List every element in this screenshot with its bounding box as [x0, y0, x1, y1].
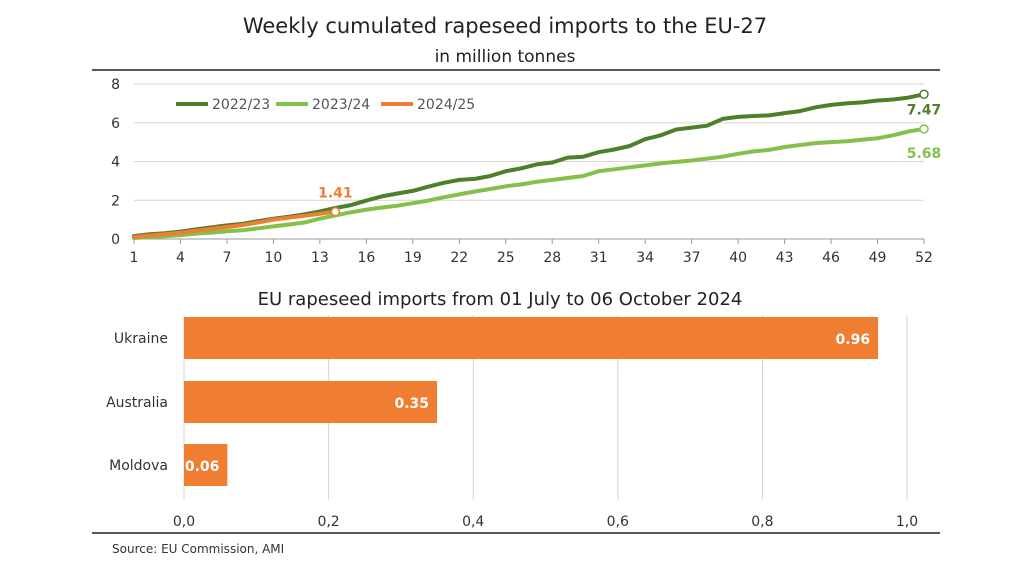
x-tick-label: 37 — [683, 250, 701, 266]
x-tick-label: 0,6 — [607, 514, 629, 530]
source-note: Source: EU Commission, AMI — [112, 542, 284, 556]
x-tick-label: 16 — [357, 250, 375, 266]
x-tick-label: 13 — [311, 250, 329, 266]
series-end-marker — [919, 124, 929, 134]
x-tick-label: 7 — [222, 250, 231, 266]
line-chart-title: Weekly cumulated rapeseed imports to the… — [243, 14, 767, 38]
series-end-label: 5.68 — [907, 146, 942, 162]
x-tick-label: 0,4 — [462, 514, 484, 530]
x-tick-label: 10 — [264, 250, 282, 266]
series-end-label: 1.41 — [318, 186, 353, 202]
x-tick-label: 1,0 — [896, 514, 918, 530]
legend-label: 2024/25 — [417, 97, 475, 113]
series-line-2023-24 — [132, 126, 926, 240]
x-tick-label: 0,8 — [751, 514, 773, 530]
bar-value-label: 0.06 — [185, 459, 220, 475]
y-tick-label: 6 — [111, 116, 120, 132]
legend-label: 2022/23 — [212, 97, 270, 113]
x-tick-label: 0,0 — [173, 514, 195, 530]
series-end-label: 7.47 — [907, 102, 942, 118]
series-line-2022-23 — [132, 92, 926, 239]
x-tick-label: 4 — [176, 250, 185, 266]
category-label: Australia — [106, 395, 168, 411]
x-tick-label: 49 — [869, 250, 887, 266]
x-tick-label: 0,2 — [317, 514, 339, 530]
category-label: Moldova — [109, 458, 168, 474]
x-tick-label: 19 — [404, 250, 422, 266]
category-label: Ukraine — [114, 331, 168, 347]
x-tick-label: 34 — [636, 250, 654, 266]
y-tick-label: 8 — [111, 77, 120, 93]
bar-chart-title: EU rapeseed imports from 01 July to 06 O… — [258, 289, 743, 310]
series-end-marker — [330, 206, 341, 217]
bar-chart: 0,0 0,2 0,4 0,6 0,8 1,0 Ukraine 0.96 Australia 0.… — [106, 315, 918, 530]
bar-ukraine — [184, 317, 879, 359]
bar-value-label: 0.35 — [395, 396, 430, 412]
x-tick-label: 28 — [543, 250, 561, 266]
x-tick-label: 46 — [822, 250, 840, 266]
series-end-marker — [919, 89, 929, 100]
x-tick-label: 22 — [450, 250, 468, 266]
x-tick-label: 40 — [729, 250, 747, 266]
y-tick-label: 0 — [111, 232, 120, 248]
y-tick-label: 4 — [111, 155, 120, 171]
x-tick-label: 25 — [497, 250, 515, 266]
y-tick-label: 2 — [111, 193, 120, 209]
bar-australia — [184, 381, 438, 423]
line-chart-subtitle: in million tonnes — [435, 47, 576, 67]
bar-moldova — [184, 444, 228, 486]
x-tick-label: 52 — [915, 250, 933, 266]
series-line-2024-25 — [132, 209, 338, 240]
x-tick-label: 31 — [590, 250, 608, 266]
x-tick-label: 1 — [130, 250, 139, 266]
bar-value-label: 0.96 — [836, 332, 871, 348]
legend-label: 2023/24 — [312, 97, 370, 113]
x-tick-label: 43 — [776, 250, 794, 266]
